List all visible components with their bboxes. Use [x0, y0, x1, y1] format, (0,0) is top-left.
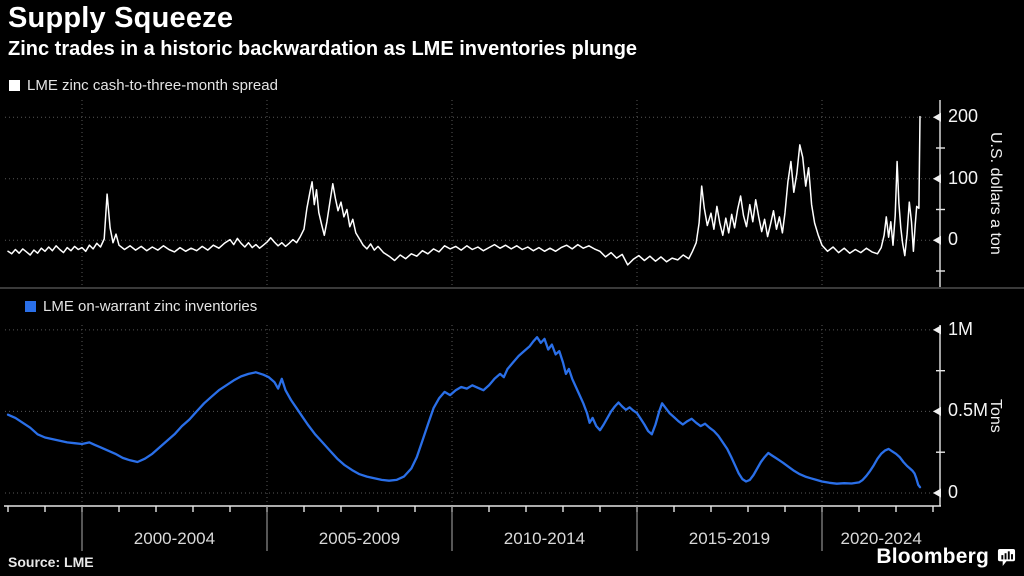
bloomberg-terminal-icon — [997, 548, 1016, 566]
y-tick-label: 1M — [948, 318, 974, 339]
x-period-label: 2005-2009 — [318, 529, 401, 548]
page-title: Supply Squeeze — [8, 2, 234, 34]
x-period-label: 2000-2004 — [133, 529, 216, 548]
legend-spread: LME zinc cash-to-three-month spread — [9, 77, 278, 94]
y-tick-label: 0.5M — [948, 400, 989, 421]
source-label: Source: LME — [8, 554, 94, 570]
chart-separator — [0, 287, 1024, 289]
x-period-label: 2020-2024 — [840, 529, 922, 548]
y-axis-title: Tons — [987, 398, 1004, 433]
y-tick-label: 100 — [948, 167, 979, 188]
spread-legend-swatch-icon — [9, 80, 20, 91]
legend-inventories: LME on-warrant zinc inventories — [25, 298, 257, 315]
page-subtitle: Zinc trades in a historic backwardation … — [8, 38, 638, 60]
brand-lockup: Bloomberg — [876, 545, 1016, 569]
y-tick-label: 200 — [948, 106, 979, 127]
x-period-label: 2015-2019 — [688, 529, 771, 548]
y-tick-label: 0 — [948, 481, 959, 502]
bloomberg-wordmark: Bloomberg — [876, 545, 989, 568]
legend-inventories-label: LME on-warrant zinc inventories — [43, 298, 258, 315]
x-period-label: 2010-2014 — [503, 529, 586, 548]
y-axis-title: U.S. dollars a ton — [987, 132, 1004, 255]
y-tick-label: 0 — [948, 229, 959, 250]
legend-spread-label: LME zinc cash-to-three-month spread — [27, 77, 278, 94]
inventories-legend-swatch-icon — [25, 301, 36, 312]
